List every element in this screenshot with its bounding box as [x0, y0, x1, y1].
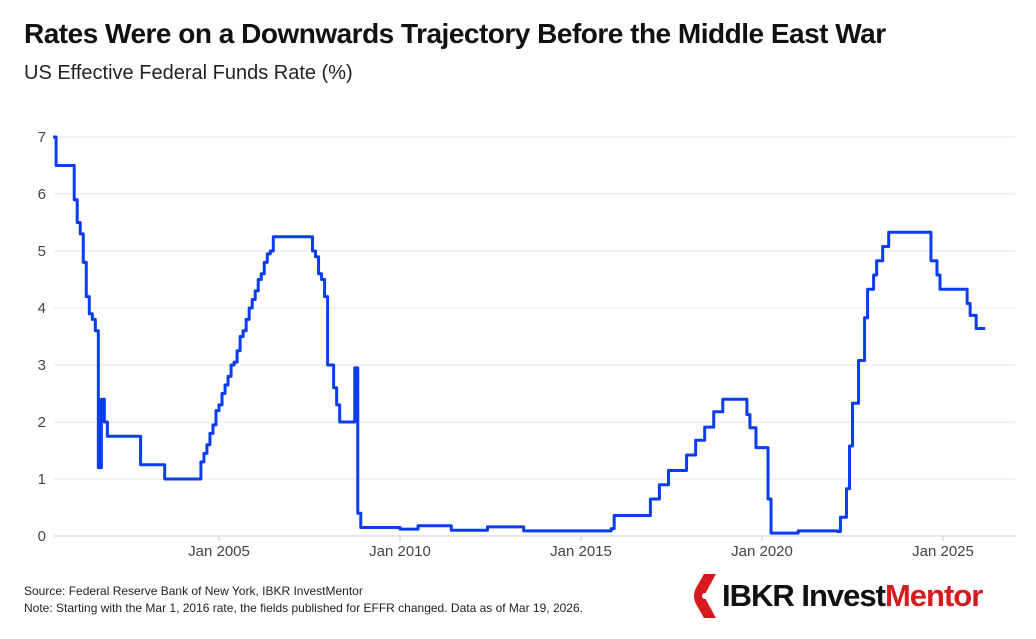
- y-tick-label: 7: [38, 129, 46, 146]
- y-tick-label: 4: [38, 300, 46, 317]
- data-note: Note: Starting with the Mar 1, 2016 rate…: [24, 601, 583, 615]
- ibkr-investmentor-logo: IBKR InvestMentor: [690, 574, 983, 618]
- x-tick-label: Jan 2020: [731, 543, 793, 560]
- y-tick-label: 3: [38, 357, 46, 374]
- rate-series-line: [53, 135, 986, 535]
- chart-title: Rates Were on a Downwards Trajectory Bef…: [24, 18, 886, 49]
- logo-mark-icon: [694, 574, 716, 618]
- source-note: Source: Federal Reserve Bank of New York…: [24, 584, 363, 598]
- x-tick-label: Jan 2015: [550, 543, 612, 560]
- y-tick-label: 6: [38, 186, 46, 203]
- y-tick-label: 0: [38, 528, 46, 545]
- y-tick-label: 2: [38, 414, 46, 431]
- y-tick-label: 5: [38, 243, 46, 260]
- x-tick-label: Jan 2010: [369, 543, 431, 560]
- y-tick-label: 1: [38, 471, 46, 488]
- x-tick-label: Jan 2005: [188, 543, 250, 560]
- x-tick-label: Jan 2025: [912, 543, 974, 560]
- logo-text: IBKR InvestMentor: [722, 578, 983, 613]
- chart-subtitle: US Effective Federal Funds Rate (%): [24, 62, 353, 84]
